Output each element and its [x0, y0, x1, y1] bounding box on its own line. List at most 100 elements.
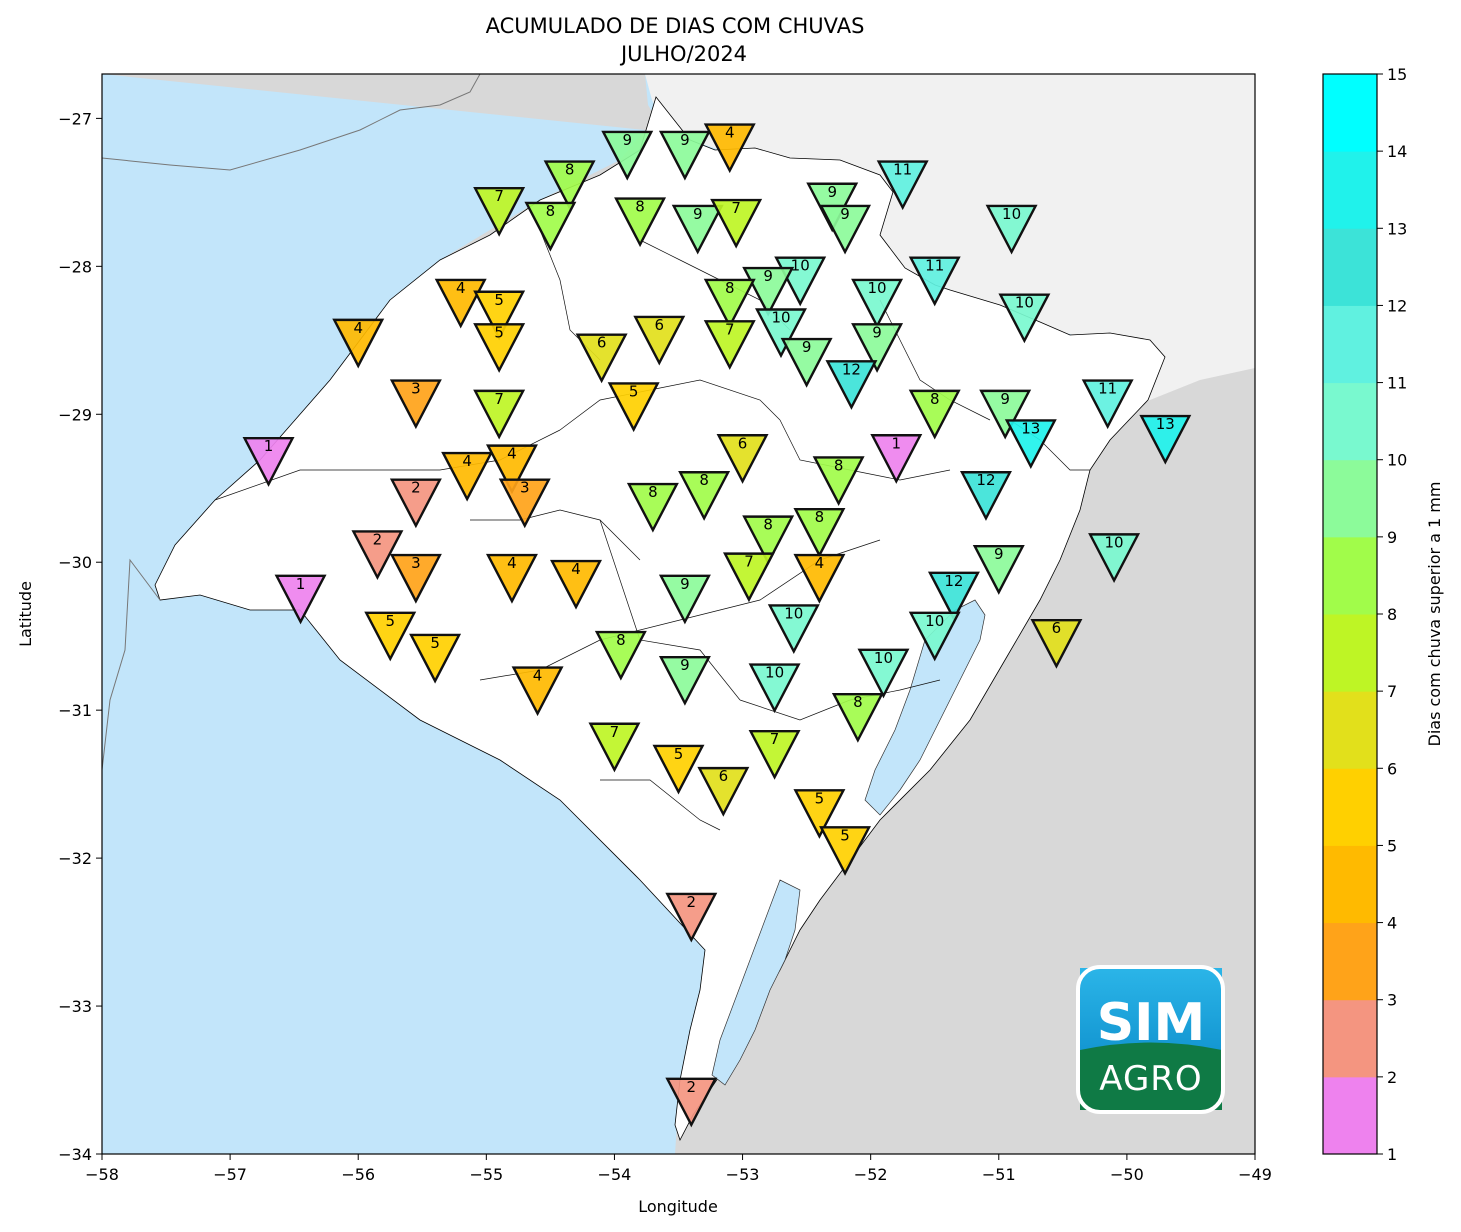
station-value-label: 6 [655, 316, 665, 334]
station-value-label: 10 [868, 279, 887, 297]
station-marker-triangle [1081, 379, 1134, 430]
station-marker-triangle [473, 323, 526, 373]
colorbar-tick-label: 6 [1387, 759, 1397, 778]
station-value-label: 12 [944, 572, 963, 590]
station-marker-triangle [274, 574, 327, 625]
station-value-label: 10 [1105, 533, 1124, 551]
station-value-label: 5 [674, 745, 684, 763]
station-marker: 10 [998, 293, 1051, 344]
station-value-label: 5 [385, 612, 395, 630]
station-marker-triangle [434, 278, 487, 329]
station-value-label: 10 [1002, 205, 1021, 223]
station-marker-triangle [710, 198, 763, 249]
station-value-label: 9 [802, 338, 812, 356]
station-marker: 8 [626, 482, 679, 533]
station-marker-triangle [703, 320, 756, 370]
station-marker-triangle [812, 456, 865, 507]
x-axis-ticks: −58 −57 −56 −55 −54 −53 −52 −51 −50 −49 [85, 1154, 1272, 1184]
station-marker: 7 [473, 389, 526, 440]
station-value-label: 8 [648, 483, 658, 501]
y-tick-label: −32 [58, 849, 92, 868]
axes-frame [101, 73, 1256, 1155]
y-tick-label: −27 [58, 109, 92, 128]
station-marker: 7 [473, 186, 526, 237]
station-marker-triangle [242, 437, 295, 487]
station-marker-triangle [1139, 414, 1192, 465]
station-value-label: 10 [1015, 294, 1034, 312]
station-value-label: 8 [930, 390, 940, 408]
colorbar-segment [1323, 305, 1377, 384]
station-marker: 10 [857, 648, 910, 699]
station-marker-triangle [819, 204, 872, 255]
station-marker-triangle [594, 630, 647, 681]
station-marker: 6 [633, 315, 686, 366]
y-tick-label: −30 [58, 553, 92, 572]
station-marker: 8 [908, 389, 961, 440]
colorbar-tick-label: 11 [1387, 374, 1407, 393]
station-value-label: 7 [731, 199, 741, 217]
station-value-label: 10 [784, 604, 803, 622]
station-value-label: 4 [462, 452, 472, 470]
station-marker-triangle [633, 315, 686, 366]
station-marker-triangle [658, 130, 711, 181]
station-marker: 10 [755, 308, 807, 359]
colorbar-segment [1323, 922, 1377, 1001]
station-value-label: 4 [725, 124, 735, 142]
colorbar-segment [1323, 999, 1377, 1078]
station-value-label: 8 [565, 161, 575, 179]
station-marker-triangle [665, 1077, 718, 1128]
station-marker-triangle [473, 290, 526, 341]
station-marker-triangle [767, 604, 820, 654]
station-marker: 3 [389, 553, 442, 604]
station-marker: 2 [389, 478, 442, 529]
colorbar-tick-label: 7 [1387, 682, 1397, 701]
station-marker-triangle [626, 482, 679, 533]
station-value-label: 11 [893, 161, 912, 179]
colorbar-segment [1323, 459, 1377, 538]
station-marker: 9 [671, 204, 724, 255]
station-marker-triangle [524, 201, 577, 252]
station-marker: 9 [601, 130, 654, 181]
station-marker-triangle [550, 559, 602, 610]
colorbar-tick-label: 14 [1387, 142, 1407, 161]
station-marker-triangle [364, 611, 417, 662]
station-marker-triangle [825, 360, 878, 410]
y-tick-label: −33 [58, 997, 92, 1016]
station-value-label: 7 [725, 320, 735, 338]
station-value-label: 9 [1000, 390, 1010, 408]
station-marker: 7 [748, 729, 801, 780]
station-value-label: 6 [719, 767, 729, 785]
station-marker: 9 [658, 130, 711, 181]
station-marker: 8 [524, 201, 577, 252]
x-tick-label: −50 [1110, 1165, 1144, 1184]
station-value-label: 1 [296, 575, 306, 593]
station-marker-triangle [908, 256, 961, 307]
station-marker-triangle [498, 478, 551, 529]
station-value-label: 1 [892, 434, 902, 452]
station-value-label: 11 [925, 257, 944, 275]
station-marker: 1 [274, 574, 327, 625]
station-marker: 10 [908, 611, 961, 662]
international-border-line [102, 74, 481, 171]
station-marker-triangle [831, 692, 884, 743]
station-marker: 9 [819, 204, 872, 255]
station-marker: 9 [851, 323, 904, 373]
colorbar-tick-label: 15 [1387, 65, 1407, 84]
station-marker-triangle [389, 478, 442, 529]
station-marker: 4 [485, 444, 538, 495]
station-marker: 2 [351, 530, 404, 581]
colorbar-tick-label: 10 [1387, 451, 1407, 470]
station-value-label: 3 [411, 554, 421, 572]
colorbar-tick-label: 1 [1387, 1145, 1397, 1164]
station-marker-triangle [819, 826, 872, 876]
station-marker: 4 [793, 553, 846, 604]
station-value-label: 2 [687, 893, 697, 911]
station-marker: 2 [665, 1077, 718, 1128]
y-tick-label: −31 [58, 701, 92, 720]
colorbar-tick-label: 3 [1387, 991, 1397, 1010]
colorbar-segment [1323, 768, 1377, 846]
station-marker-triangle [332, 318, 385, 369]
station-value-label: 7 [494, 187, 504, 205]
station-marker: 6 [716, 434, 769, 484]
